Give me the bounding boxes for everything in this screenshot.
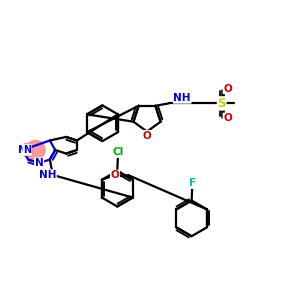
Text: O: O (223, 83, 232, 94)
Text: N: N (35, 158, 44, 168)
Text: F: F (189, 178, 196, 188)
Text: O: O (223, 113, 232, 123)
Circle shape (20, 143, 33, 157)
Text: O: O (111, 170, 119, 180)
Text: Cl: Cl (112, 147, 124, 158)
Text: N: N (18, 145, 27, 155)
Text: N: N (23, 145, 31, 155)
Text: NH: NH (39, 170, 56, 180)
Text: S: S (218, 97, 226, 110)
Text: O: O (143, 131, 152, 141)
Circle shape (26, 140, 45, 160)
Text: NH: NH (173, 93, 191, 103)
